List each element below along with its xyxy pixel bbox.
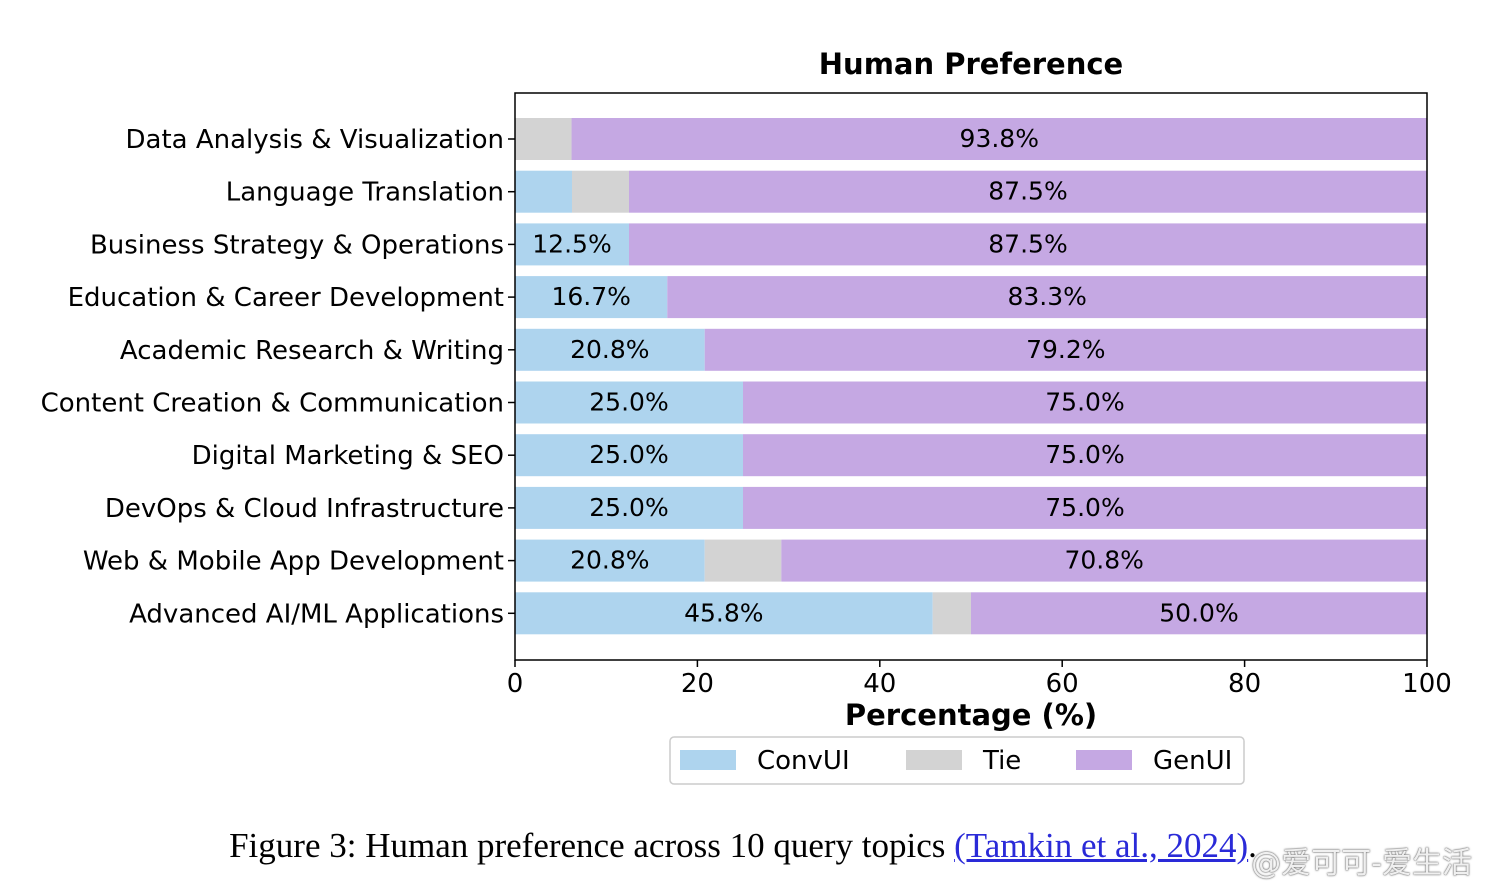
bar-value-label: 50.0% — [1159, 598, 1238, 627]
watermark: @爱可可-爱生活 — [1251, 846, 1472, 881]
legend-swatch-convui — [680, 750, 736, 770]
bar-genui — [629, 223, 1427, 266]
bar-genui — [629, 170, 1427, 213]
caption-text: Figure 3: Human preference across 10 que… — [229, 826, 955, 865]
y-axis: Data Analysis & Visualization Language Tr… — [41, 125, 515, 629]
bar-convui — [515, 328, 705, 371]
x-tick-label: 40 — [863, 669, 896, 699]
bar-convui — [515, 434, 743, 477]
legend-swatch-tie — [906, 750, 962, 770]
bar-value-label: 75.0% — [1045, 440, 1124, 469]
x-axis-label: Percentage (%) — [845, 698, 1097, 732]
y-tick-label: Data Analysis & Visualization — [126, 125, 505, 155]
bar-value-label: 93.8% — [960, 124, 1039, 153]
x-axis: 0 20 40 60 80 100 — [507, 660, 1452, 699]
x-tick-label: 20 — [681, 669, 714, 699]
bar-convui — [515, 170, 572, 213]
legend-label-convui: ConvUI — [757, 746, 850, 776]
bar-genui — [704, 328, 1427, 371]
bar-value-label: 75.0% — [1045, 493, 1124, 522]
bar-value-label: 25.0% — [589, 388, 668, 417]
bar-value-label: 75.0% — [1045, 388, 1124, 417]
y-tick-label: Web & Mobile App Development — [83, 547, 504, 577]
bar-genui — [571, 118, 1427, 160]
y-tick-label: Academic Research & Writing — [120, 336, 504, 366]
bar-convui — [515, 592, 933, 635]
bar-genui — [781, 539, 1427, 582]
y-tick-label: Language Translation — [226, 178, 504, 208]
bar-value-label: 45.8% — [684, 598, 763, 627]
bar-convui — [515, 223, 629, 266]
bar-value-label: 25.0% — [589, 440, 668, 469]
bar-value-label: 16.7% — [551, 282, 630, 311]
bar-value-label: 87.5% — [988, 229, 1067, 258]
bar-genui — [743, 486, 1427, 529]
x-tick-label: 0 — [507, 669, 524, 699]
legend: ConvUI Tie GenUI — [669, 736, 1245, 785]
y-tick-label: Content Creation & Communication — [41, 389, 504, 419]
bar-genui — [743, 381, 1427, 424]
y-tick-label: DevOps & Cloud Infrastructure — [105, 494, 504, 524]
y-tick-label: Education & Career Development — [68, 283, 504, 313]
chart: Human Preference 93.8% 87.5% 12.5% 87.5% 16.… — [41, 47, 1452, 785]
bar-convui — [515, 539, 705, 582]
bar-convui — [515, 486, 743, 529]
bar-value-label: 70.8% — [1064, 546, 1143, 575]
bar-tie — [932, 592, 971, 635]
bar-value-label: 83.3% — [1007, 282, 1086, 311]
bar-convui — [515, 381, 743, 424]
legend-label-genui: GenUI — [1153, 746, 1232, 776]
x-tick-label: 100 — [1402, 669, 1452, 699]
y-tick-label: Business Strategy & Operations — [90, 230, 504, 260]
y-tick-label: Digital Marketing & SEO — [192, 441, 504, 471]
x-tick-label: 60 — [1046, 669, 1079, 699]
bar-tie — [704, 539, 782, 582]
bar-value-label: 25.0% — [589, 493, 668, 522]
figure-caption: Figure 3: Human preference across 10 que… — [0, 826, 1486, 866]
bar-genui — [743, 434, 1427, 477]
bar-tie — [515, 118, 572, 160]
caption-end: . — [1248, 826, 1257, 865]
chart-title: Human Preference — [819, 47, 1123, 81]
y-tick-label: Advanced AI/ML Applications — [129, 599, 504, 629]
x-tick-label: 80 — [1228, 669, 1261, 699]
bar-value-label: 12.5% — [532, 229, 611, 258]
plot-frame — [514, 92, 1428, 661]
legend-label-tie: Tie — [982, 746, 1021, 776]
bar-value-label: 87.5% — [988, 177, 1067, 206]
bars-group — [515, 118, 1427, 635]
citation-link[interactable]: (Tamkin et al., 2024) — [954, 826, 1249, 865]
bar-value-label: 79.2% — [1026, 335, 1105, 364]
legend-swatch-genui — [1076, 750, 1132, 770]
bar-tie — [572, 170, 629, 213]
bar-value-label: 20.8% — [570, 546, 649, 575]
bar-genui — [971, 592, 1427, 635]
bar-labels-group: 93.8% 87.5% 12.5% 87.5% 16.7% 83.3% 20.8% 79.2%… — [532, 124, 1238, 627]
bar-genui — [667, 276, 1427, 319]
bar-value-label: 20.8% — [570, 335, 649, 364]
bar-convui — [515, 276, 668, 319]
